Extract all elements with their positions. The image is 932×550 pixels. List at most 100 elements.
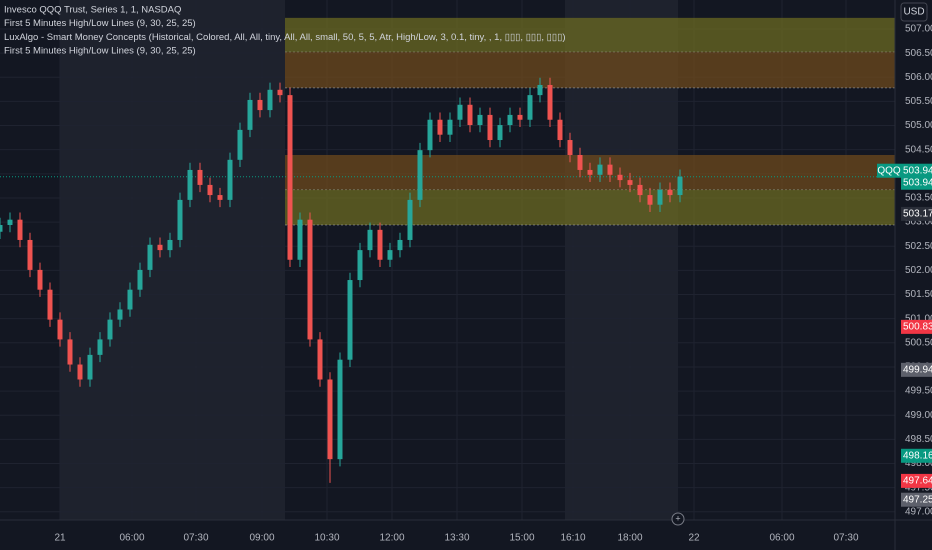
candle-body xyxy=(587,169,593,175)
y-tick-label: 501.50 xyxy=(905,289,932,300)
symbol-tag-box xyxy=(877,163,901,178)
candle-body xyxy=(387,250,393,260)
last-price: 503.94 xyxy=(903,165,932,176)
candle-body xyxy=(67,339,73,365)
price-label: 497.64 xyxy=(903,476,932,487)
candle-body xyxy=(27,239,33,270)
last-price-box xyxy=(901,163,932,178)
candle-body xyxy=(357,250,363,281)
candle-body xyxy=(537,84,543,96)
candle-body xyxy=(647,195,653,205)
candle-body xyxy=(167,239,173,251)
candle-body xyxy=(177,199,183,240)
price-label-box xyxy=(901,492,932,507)
candle-body xyxy=(57,319,63,340)
candle-body xyxy=(527,95,533,120)
y-tick-label: 505.00 xyxy=(905,120,932,131)
candle-body xyxy=(617,174,623,181)
x-tick-label: 22 xyxy=(688,533,700,544)
price-label: 497.25 xyxy=(903,494,932,505)
y-tick-label: 502.50 xyxy=(905,241,932,252)
y-tick-label: 497.00 xyxy=(905,506,932,517)
candle-body xyxy=(207,184,213,196)
y-tick-label: 505.50 xyxy=(905,96,932,107)
candle-body xyxy=(637,184,643,196)
y-tick-label: 501.00 xyxy=(905,313,932,324)
candle-body xyxy=(47,289,53,320)
candle-body xyxy=(87,354,93,380)
candle-body xyxy=(147,244,153,270)
candle-body xyxy=(547,84,553,120)
candle-body xyxy=(677,176,683,196)
zone xyxy=(285,17,895,53)
candle-body xyxy=(347,280,353,360)
candle-body xyxy=(197,169,203,185)
candle-body xyxy=(597,164,603,175)
candle-body xyxy=(37,269,43,290)
candle-body xyxy=(287,95,293,260)
candle-body xyxy=(277,89,283,96)
y-tick-label: 507.00 xyxy=(905,24,932,35)
session-shade xyxy=(60,0,285,520)
candle-body xyxy=(437,119,443,135)
price-label: 498.16 xyxy=(903,450,932,461)
y-tick-label: 503.00 xyxy=(905,217,932,228)
price-label-box xyxy=(901,175,932,190)
candle-body xyxy=(307,219,313,340)
price-label-box xyxy=(901,206,932,221)
y-tick-label: 498.00 xyxy=(905,458,932,469)
candle-body xyxy=(517,114,523,120)
x-tick-label: 09:00 xyxy=(249,533,274,544)
candle-body xyxy=(417,150,423,200)
legend-entry: First 5 Minutes High/Low Lines (9, 30, 2… xyxy=(4,46,196,57)
candle-body xyxy=(657,189,663,205)
candle-body xyxy=(427,119,433,151)
price-label-box xyxy=(901,362,932,377)
candle-body xyxy=(487,114,493,141)
candle-body xyxy=(257,99,263,111)
candle-body xyxy=(97,339,103,355)
y-tick-label: 506.00 xyxy=(905,72,932,83)
candle-body xyxy=(157,244,163,251)
candle-body xyxy=(227,159,233,200)
zone xyxy=(285,52,895,88)
y-tick-label: 502.00 xyxy=(905,265,932,276)
candle-body xyxy=(327,379,333,460)
x-tick-label: 06:00 xyxy=(119,533,144,544)
y-tick-label: 499.00 xyxy=(905,410,932,421)
x-tick-label: 16:10 xyxy=(560,533,585,544)
price-label-box xyxy=(901,473,932,488)
candle-body xyxy=(457,104,463,120)
candle-body xyxy=(377,229,383,260)
candle-body xyxy=(567,140,573,155)
candle-body xyxy=(607,164,613,175)
symbol-tag: QQQ xyxy=(877,165,901,176)
candle-body xyxy=(507,114,513,126)
x-tick-label: 21 xyxy=(54,533,66,544)
x-tick-label: 13:30 xyxy=(444,533,469,544)
candle-body xyxy=(577,154,583,170)
legend-entry: LuxAlgo - Smart Money Concepts (Historic… xyxy=(4,32,566,43)
scroll-icon[interactable]: + xyxy=(675,513,680,523)
candle-body xyxy=(627,180,633,185)
legend-entry: First 5 Minutes High/Low Lines (9, 30, 2… xyxy=(4,18,196,29)
candle-body xyxy=(447,119,453,135)
x-tick-label: 12:00 xyxy=(379,533,404,544)
candle-body xyxy=(187,169,193,200)
candle-body xyxy=(297,219,303,260)
x-tick-label: 15:00 xyxy=(509,533,534,544)
price-label: 503.94 xyxy=(903,177,932,188)
y-tick-label: 503.50 xyxy=(905,193,932,204)
currency[interactable]: USD xyxy=(903,7,924,18)
candle-body xyxy=(17,219,23,240)
zone xyxy=(285,189,895,225)
scroll-button[interactable] xyxy=(671,512,685,526)
candle-body xyxy=(477,114,483,126)
x-tick-label: 18:00 xyxy=(617,533,642,544)
currency-box[interactable] xyxy=(900,2,928,22)
x-tick-label: 07:30 xyxy=(183,533,208,544)
candle-body xyxy=(107,319,113,340)
candle-body xyxy=(137,269,143,290)
y-tick-label: 504.50 xyxy=(905,144,932,155)
